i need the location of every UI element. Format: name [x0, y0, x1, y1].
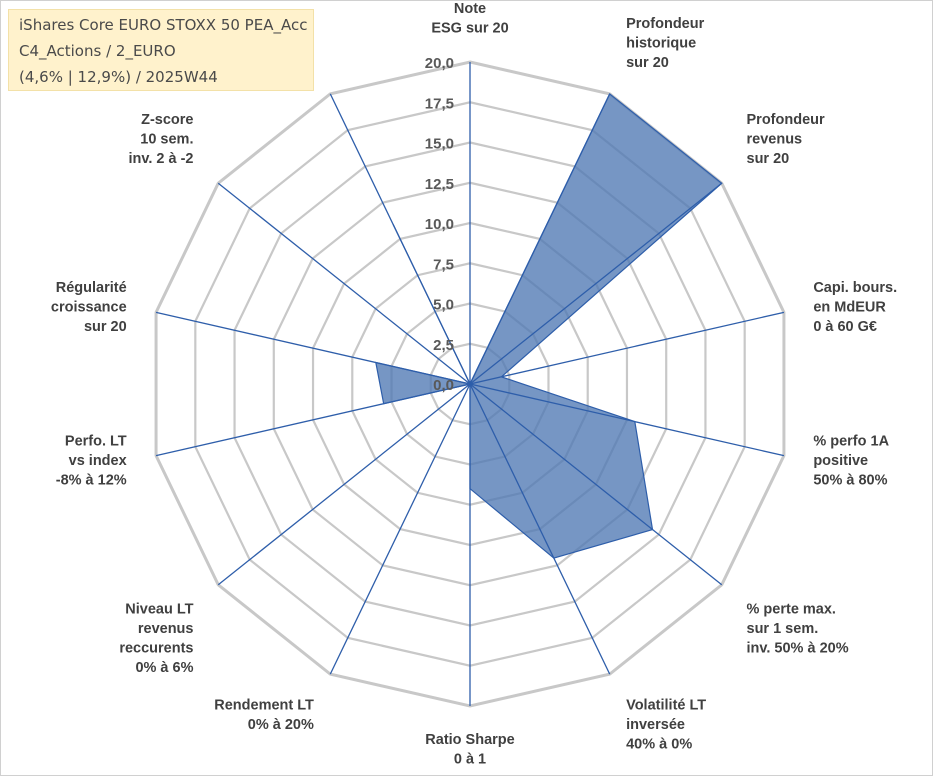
tick-label: 20,0: [425, 55, 454, 72]
spoke-line: [217, 383, 471, 586]
category-label-line: croissance: [51, 299, 127, 315]
category-label-line: inv. 50% à 20%: [747, 641, 849, 657]
category-label-line: Volatilité LT: [626, 698, 706, 714]
tick-label-layer: 0,0 2,5 5,0 7,5 10,0 12,5 15,0 17,5 20,0: [425, 55, 454, 394]
category-label-line: 50% à 80%: [813, 473, 887, 489]
category-label: Niveau LT revenus reccurents 0% à 6%: [119, 602, 193, 677]
category-label-line: Capi. bours.: [813, 280, 897, 296]
category-label-line: vs index: [69, 453, 127, 469]
tick-label: 0,0: [433, 377, 454, 394]
category-label-line: historique: [626, 35, 696, 51]
category-label: Z-score 10 sem. inv. 2 à -2: [128, 112, 193, 167]
category-label-line: revenus: [138, 621, 194, 637]
category-label-line: revenus: [747, 131, 803, 147]
spoke-line: [217, 182, 471, 385]
category-label-line: reccurents: [119, 641, 193, 657]
category-label-line: Profondeur: [747, 112, 825, 128]
category-label-line: Z-score: [141, 112, 193, 128]
tick-label: 17,5: [425, 95, 454, 112]
spoke-line: [469, 311, 785, 385]
series-layer: [375, 92, 723, 559]
category-label-layer: Note ESG sur 20 Profondeur historique sur 20…: [51, 1, 897, 768]
category-label-line: Perfo. LT: [65, 434, 127, 450]
title-line-3: (4,6% | 12,9%) / 2025W44: [19, 68, 218, 86]
spoke-line: [469, 182, 723, 385]
category-label-line: % perfo 1A: [813, 434, 889, 450]
category-label-line: sur 20: [626, 55, 669, 71]
spoke-line: [469, 383, 785, 457]
category-label-line: sur 20: [747, 151, 790, 167]
title-line-2: C4_Actions / 2_EURO: [19, 42, 176, 60]
spoke-line: [329, 93, 471, 385]
title-line-1: iShares Core EURO STOXX 50 PEA_Acc: [19, 16, 308, 34]
category-label-line: 10 sem.: [140, 131, 193, 147]
category-label-line: sur 1 sem.: [747, 621, 819, 637]
category-label-line: inv. 2 à -2: [128, 151, 193, 167]
category-label: % perte max. sur 1 sem. inv. 50% à 20%: [747, 602, 849, 657]
spoke-line: [469, 93, 611, 385]
category-label-line: 0 à 1: [454, 752, 486, 768]
chart-title-box: iShares Core EURO STOXX 50 PEA_Acc C4_Ac…: [8, 9, 314, 91]
category-label-line: inversée: [626, 717, 685, 733]
category-label-line: -8% à 12%: [56, 473, 127, 489]
category-label-line: sur 20: [84, 319, 127, 335]
category-label-line: 0 à 60 G€: [813, 319, 877, 335]
category-label: Volatilité LT inversée 40% à 0%: [626, 698, 706, 753]
spoke-line: [469, 383, 723, 586]
category-label: Ratio Sharpe 0 à 1: [425, 732, 514, 768]
category-label: Rendement LT 0% à 20%: [214, 698, 314, 734]
category-label-line: en MdEUR: [813, 299, 886, 315]
category-label: Profondeur revenus sur 20: [747, 112, 825, 167]
category-label-line: Rendement LT: [214, 698, 314, 714]
category-label: Capi. bours. en MdEUR 0 à 60 G€: [813, 280, 897, 335]
axis-layer: [155, 62, 785, 706]
tick-label: 12,5: [425, 176, 454, 193]
spoke-line: [155, 311, 471, 385]
category-label-line: Niveau LT: [125, 602, 193, 618]
tick-label: 10,0: [425, 216, 454, 233]
category-label-line: % perte max.: [747, 602, 836, 618]
category-label-line: positive: [813, 453, 868, 469]
spoke-line: [155, 383, 471, 457]
category-label: Profondeur historique sur 20: [626, 16, 704, 71]
category-label: Régularité croissance sur 20: [51, 280, 127, 335]
tick-label: 15,0: [425, 136, 454, 153]
category-label: Perfo. LT vs index -8% à 12%: [56, 434, 127, 489]
spoke-line: [469, 383, 611, 675]
category-label: Note ESG sur 20: [431, 1, 508, 37]
tick-label: 2,5: [433, 337, 454, 354]
tick-label: 5,0: [433, 297, 454, 314]
category-label-line: Profondeur: [626, 16, 704, 32]
category-label: % perfo 1A positive 50% à 80%: [813, 434, 889, 489]
spoke-line: [329, 383, 471, 675]
category-label-line: ESG sur 20: [431, 21, 508, 37]
category-label-line: Régularité: [56, 280, 127, 296]
category-label-line: Note: [454, 1, 486, 17]
tick-label: 7,5: [433, 256, 454, 273]
category-label-line: 0% à 6%: [135, 660, 193, 676]
category-label-line: Ratio Sharpe: [425, 732, 514, 748]
series-area: [375, 92, 723, 559]
category-label-line: 0% à 20%: [248, 717, 314, 733]
category-label-line: 40% à 0%: [626, 737, 692, 753]
